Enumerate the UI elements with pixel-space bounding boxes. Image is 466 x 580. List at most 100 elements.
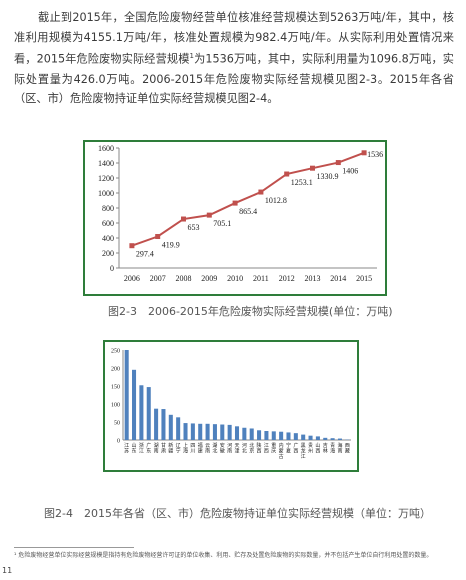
data-point: [284, 171, 290, 177]
bar: [198, 423, 203, 440]
x-tick-label: 江西: [264, 442, 269, 455]
data-label: 1012.8: [265, 196, 287, 205]
x-tick-label: 辽宁: [176, 442, 181, 455]
x-tick-label: 河南: [227, 442, 232, 455]
x-tick-label: 2009: [201, 274, 217, 283]
x-tick-label: 福建: [198, 442, 203, 455]
y-tick-label: 600: [102, 219, 114, 228]
bar: [323, 437, 328, 440]
y-tick-label: 50: [114, 421, 120, 427]
footnote-divider: [14, 547, 134, 548]
data-point: [335, 160, 341, 166]
y-tick-label: 100: [111, 403, 120, 409]
y-tick-label: 0: [110, 264, 114, 273]
x-tick-label: 2011: [253, 274, 269, 283]
y-tick-label: 200: [111, 367, 120, 373]
data-label: 1536: [367, 150, 383, 159]
bar: [301, 434, 306, 440]
y-tick-label: 400: [102, 234, 114, 243]
bar: [264, 431, 269, 440]
bar: [308, 435, 313, 440]
x-tick-label: 湖北: [212, 442, 217, 455]
paragraph-text-1: 截止到2015年，全国危险废物经营单位核准经营规模达到5263万吨/年，其中，核…: [14, 11, 454, 66]
data-label: 1406: [342, 167, 358, 176]
y-tick-label: 800: [102, 204, 114, 213]
x-tick-label: 宁夏: [286, 442, 291, 455]
y-tick-label: 0: [117, 439, 120, 445]
y-tick-label: 1000: [98, 189, 114, 198]
bar: [279, 431, 284, 440]
data-label: 297.4: [136, 250, 154, 259]
bar: [220, 424, 225, 440]
x-tick-label: 广西: [293, 442, 298, 455]
bar: [205, 423, 210, 440]
data-label: 865.4: [239, 207, 257, 216]
x-tick-label: 天津: [234, 443, 239, 455]
data-point: [232, 200, 238, 206]
data-label: 705.1: [213, 219, 231, 228]
bar: [286, 432, 291, 440]
x-tick-label: 2012: [279, 274, 295, 283]
bar: [146, 387, 151, 440]
bar: [168, 414, 173, 440]
data-point: [258, 189, 264, 195]
x-tick-label: 2015: [356, 274, 372, 283]
x-tick-label: 青海: [330, 442, 335, 455]
x-tick-label: 上海: [183, 442, 188, 455]
x-tick-label: 贵州: [308, 442, 313, 455]
bar: [212, 424, 217, 440]
x-tick-label: 西藏: [345, 443, 350, 455]
bar: [242, 427, 247, 440]
data-point: [181, 216, 186, 222]
bar-chart: 0 50 100 150 200 250 江苏山东浙江广东湖南甘肃新疆辽宁上海四川福建云南湖…: [111, 349, 351, 460]
footnote: ¹ 危险废物经营单位实际经营规模是指持有危险废物经营许可证的单位收集、利用、贮存…: [14, 552, 433, 559]
x-tick-label: 黑龙江: [301, 443, 306, 460]
data-point: [155, 234, 161, 240]
x-tick-label: 吉林: [323, 442, 328, 455]
x-tick-label: 河北: [242, 442, 247, 455]
data-point: [310, 165, 315, 171]
y-tick-label: 1400: [98, 159, 114, 168]
bar: [124, 350, 129, 440]
x-tick-label: 山西: [315, 442, 320, 455]
x-tick-label: 2006: [124, 274, 140, 283]
bar: [293, 433, 298, 440]
bar: [330, 438, 335, 440]
x-tick-label: 2007: [150, 274, 166, 283]
figure-2-3-caption: 图2-3 2006-2015年危险废物实际经营规模(单位：万吨): [108, 305, 393, 318]
data-point: [206, 212, 212, 218]
y-tick-label: 1200: [98, 174, 114, 183]
bar: [271, 431, 276, 440]
y-tick-label: 200: [102, 249, 114, 258]
x-tick-label: 甘肃: [161, 442, 166, 455]
footnote-marker: 1: [189, 52, 194, 61]
x-tick-label: 江苏: [124, 442, 129, 455]
x-tick-label: 湖南: [154, 442, 159, 455]
data-label: 1330.9: [317, 172, 339, 181]
bar: [227, 424, 232, 440]
y-tick-label: 150: [111, 385, 120, 391]
bar: [132, 369, 137, 440]
intro-paragraph: 截止到2015年，全国危险废物经营单位核准经营规模达到5263万吨/年，其中，核…: [14, 8, 454, 109]
bar: [176, 417, 181, 440]
x-tick-label: 四川: [190, 443, 195, 455]
bar: [315, 436, 320, 440]
x-tick-label: 海南: [337, 442, 342, 455]
x-tick-label: 北京: [249, 442, 254, 455]
bar: [183, 423, 188, 440]
series-line: [131, 151, 365, 247]
x-tick-label: 2008: [176, 274, 192, 283]
page-number: 11: [2, 566, 13, 575]
data-label: 419.9: [162, 241, 180, 250]
x-tick-label: 浙江: [139, 442, 144, 455]
paragraph-text-2: 为1536万吨，其中，实际利用量为1096.8万吨，实际处置量为426.0万吨。…: [14, 52, 454, 106]
data-point: [361, 150, 367, 156]
x-tick-label: 2014: [330, 274, 346, 283]
x-tick-label: 2010: [227, 274, 243, 283]
figure-2-4-caption: 图2-4 2015年各省（区、市）危险废物持证单位实际经营规模（单位：万吨）: [44, 507, 431, 520]
bar: [234, 426, 240, 440]
bar-chart-frame: 0 50 100 150 200 250 江苏 山东 浙江 广东 湖南 甘肃 新疆 辽宁 上海 四川 福建 云南湖…: [103, 340, 359, 472]
data-label: 653: [188, 223, 200, 232]
x-tick-label: 安徽: [220, 442, 225, 455]
x-tick-label: 内蒙古: [279, 442, 284, 460]
